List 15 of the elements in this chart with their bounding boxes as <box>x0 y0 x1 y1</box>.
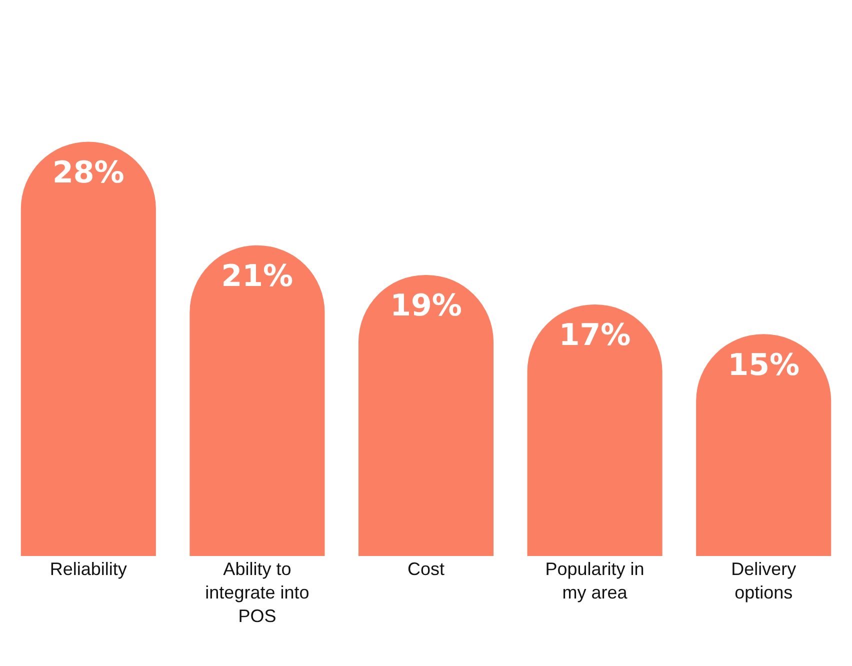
data-label: 15% <box>728 348 800 383</box>
x-tick-label: Reliability <box>50 559 127 579</box>
x-tick-label: Popularity in my area <box>545 559 644 602</box>
data-label: 19% <box>390 288 462 324</box>
x-tick-label: Cost <box>407 559 445 579</box>
bar <box>527 304 662 556</box>
bar <box>20 142 156 556</box>
bar <box>190 245 325 556</box>
data-label: 21% <box>221 259 294 294</box>
x-tick-label: Ability to integrate into POS <box>205 559 310 626</box>
bar <box>358 274 494 556</box>
data-label: 17% <box>558 318 631 354</box>
bar <box>696 334 832 556</box>
x-tick-label: Delivery options <box>731 559 796 602</box>
data-label: 28% <box>52 155 124 190</box>
